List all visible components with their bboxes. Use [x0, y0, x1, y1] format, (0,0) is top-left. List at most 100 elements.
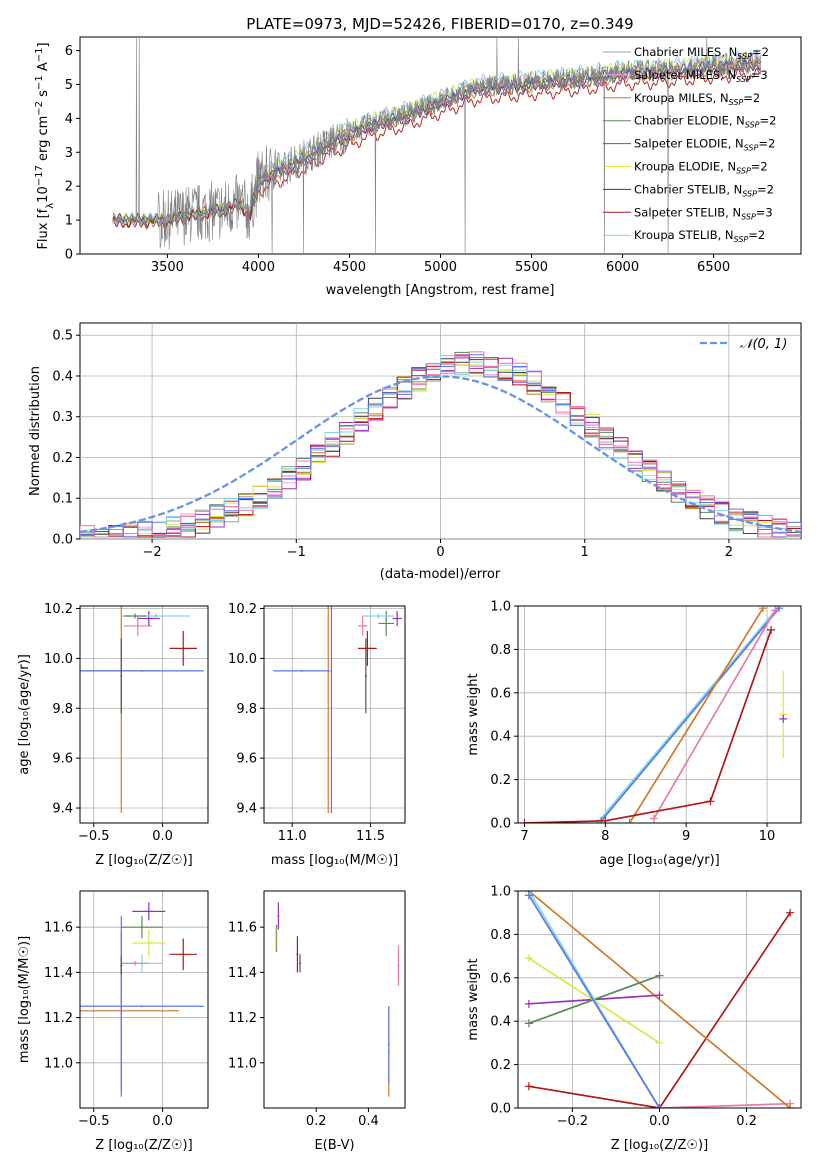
series-marker [655, 1038, 664, 1047]
data-point [134, 962, 137, 965]
mass-weight-vs-metallicity-ylabel: mass weight [466, 958, 481, 1040]
age-vs-mass-frame [263, 605, 406, 824]
series-line [659, 1102, 791, 1108]
x-tick-label: −0.2 [557, 1114, 589, 1129]
series-marker [520, 819, 529, 823]
legend-label: Chabrier MILES, NSSP=2 [634, 45, 769, 61]
y-tick-label: 0.4 [52, 369, 73, 384]
y-tick-label: 0 [65, 248, 73, 263]
data-point [299, 962, 302, 965]
series-line [596, 606, 780, 823]
y-tick-label: 10.0 [44, 652, 73, 667]
y-tick-label: 4 [65, 112, 73, 127]
y-tick-label: 11.0 [44, 1056, 73, 1071]
x-tick-label: 0.2 [736, 1114, 757, 1129]
data-point [364, 674, 367, 677]
data-point [154, 614, 157, 617]
x-tick-label: −0.5 [78, 1114, 110, 1129]
x-tick-label: 0.2 [306, 1114, 327, 1129]
age-vs-mass-axes: 11.0 11.5 9.4 9.6 9.8 10.0 10.2 [228, 602, 405, 844]
x-tick-label: 8 [601, 829, 609, 844]
x-tick-label: 4000 [242, 260, 275, 275]
normal-distribution-curve [80, 375, 801, 534]
spectrum-xlabel: wavelength [Angstrom, rest frame] [326, 283, 555, 298]
observed-spectrum-line [112, 37, 762, 254]
y-tick-label: 9.4 [52, 802, 73, 817]
gauss-legend-label: 𝒩(0, 1) [740, 337, 787, 352]
x-tick-label: 1 [581, 545, 589, 560]
data-point [120, 674, 123, 677]
x-tick-label: −1 [287, 545, 306, 560]
series-marker [649, 814, 658, 823]
histogram-xlabel: (data-model)/error [380, 567, 501, 582]
data-point [366, 647, 369, 650]
mass-vs-extinction-frame [263, 890, 406, 1109]
x-tick-label: 11.0 [278, 829, 307, 844]
mass-weight-vs-metallicity-lines [524, 891, 795, 1108]
age-vs-metallicity-ylabel: age [log₁₀(age/yr)] [17, 654, 32, 775]
x-tick-label: −0.5 [78, 829, 110, 844]
x-tick-label: 7 [520, 829, 528, 844]
mass-vs-metallicity-xlabel: Z [log₁₀(Z/Z☉)] [95, 1138, 192, 1153]
y-tick-label: 11.2 [44, 1011, 73, 1026]
data-point [147, 910, 150, 913]
y-tick-label: 0.4 [490, 1015, 511, 1030]
histogram-bars [80, 351, 801, 538]
histogram-ylabel: Normed distribution [28, 366, 43, 496]
mass-vs-metallicity-frame [79, 890, 209, 1109]
series-line [528, 891, 791, 1108]
y-tick-label: 0.4 [490, 730, 511, 745]
y-tick-label: 9.4 [236, 802, 257, 817]
x-tick-label: −2 [143, 545, 162, 560]
series-line [600, 607, 780, 822]
series-line [528, 894, 661, 1108]
series-marker [758, 606, 767, 613]
data-point [136, 624, 139, 627]
legend-label: Kroupa MILES, NSSP=2 [634, 91, 760, 107]
y-tick-label: 0.2 [52, 451, 73, 466]
series-marker [771, 606, 780, 615]
legend-label: Kroupa STELIB, NSSP=2 [634, 228, 765, 244]
series-marker [775, 606, 784, 613]
series-line [653, 609, 776, 820]
model-spectrum-line [112, 67, 761, 231]
y-tick-label: 9.8 [52, 702, 73, 717]
data-point [396, 617, 399, 620]
x-tick-label: 0 [436, 545, 444, 560]
y-tick-label: 0.8 [490, 643, 511, 658]
y-tick-label: 1 [65, 214, 73, 229]
mass-vs-extinction-points [274, 902, 400, 1097]
series-marker [786, 1104, 795, 1108]
mass-vs-extinction-axes: 0.2 0.4 11.0 11.2 11.4 11.6 [228, 921, 379, 1129]
y-tick-label: 10.0 [228, 652, 257, 667]
spectrum-axes: 3500 4000 4500 5000 5500 6000 6500 0 1 2 3 4 5 6 [65, 44, 730, 275]
legend-label: Chabrier STELIB, NSSP=2 [634, 182, 774, 198]
x-tick-label: 0.0 [649, 1114, 670, 1129]
y-tick-label: 0.8 [490, 928, 511, 943]
series-marker [706, 797, 715, 806]
residual-histogram-axes: −2 −1 0 1 2 0.0 0.1 0.2 0.3 0.4 0.5 [52, 323, 801, 560]
data-point [147, 941, 150, 944]
data-point [296, 953, 299, 956]
legend-label: Salpeter MILES, NSSP=3 [634, 68, 768, 84]
data-point [397, 964, 400, 967]
series-marker [524, 1082, 533, 1091]
age-vs-metallicity-points [80, 606, 204, 814]
age-vs-mass-xlabel: mass [log₁₀(M/M☉)] [271, 853, 398, 868]
mass-vs-extinction-xlabel: E(B-V) [314, 1138, 354, 1153]
y-tick-label: 9.8 [236, 702, 257, 717]
series-line [628, 607, 764, 823]
spectrum-ylabel: Flux [fλ10−17 erg cm−2 s−1 A−1] [34, 42, 56, 249]
y-tick-label: 6 [65, 44, 73, 59]
x-tick-label: 3500 [151, 260, 184, 275]
data-point [330, 669, 333, 672]
y-tick-label: 11.6 [44, 921, 73, 936]
y-tick-label: 0.1 [52, 492, 73, 507]
series-marker [655, 991, 664, 1000]
legend-label: Salpeter STELIB, NSSP=3 [634, 205, 773, 221]
mass-weight-vs-metallicity-xlabel: Z [log₁₀(Z/Z☉)] [611, 1138, 708, 1153]
mass-weight-vs-age-lines [520, 606, 788, 823]
y-tick-label: 10.2 [228, 602, 257, 617]
legend-label: Kroupa ELODIE, NSSP=2 [634, 160, 768, 176]
y-tick-label: 11.4 [228, 966, 257, 981]
